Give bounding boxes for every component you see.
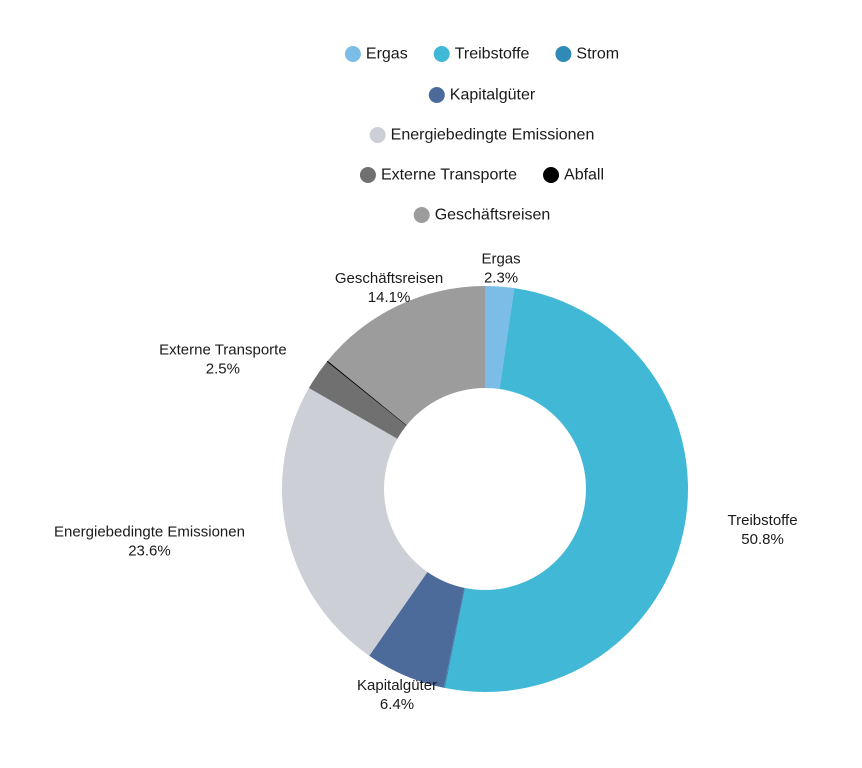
data-label-kapitalgueter-name: Kapitalgüter [357, 677, 437, 694]
legend-label-treibstoffe: Treibstoffe [455, 46, 530, 63]
slice-kapitalgueter [369, 571, 465, 688]
legend-swatch-ergas [344, 46, 361, 62]
legend: Ergas Treibstoffe Strom Kapitalgüter Energie… [344, 46, 619, 224]
data-label-treibstoffe-value: 50.8% [741, 531, 784, 548]
data-label-ergas: Ergas 2.3% [481, 251, 520, 287]
legend-swatch-geschaeftsreisen [413, 207, 430, 223]
data-label-externe-transporte-value: 2.5% [206, 360, 240, 377]
data-label-externe-transporte: Externe Transporte 2.5% [159, 341, 287, 377]
data-label-kapitalgueter-value: 6.4% [380, 696, 414, 713]
legend-label-geschaeftsreisen: Geschäftsreisen [435, 207, 551, 224]
data-label-ergas-name: Ergas [481, 251, 520, 268]
data-label-externe-transporte-name: Externe Transporte [159, 341, 287, 358]
slice-treibstoffe [445, 288, 689, 692]
data-label-energiebedingte-emissionen: Energiebedingte Emissionen 23.6% [54, 524, 245, 560]
legend-swatch-treibstoffe [433, 46, 450, 62]
slice-externe-transporte [308, 361, 407, 439]
data-label-ergas-value: 2.3% [484, 270, 518, 287]
legend-swatch-strom [555, 46, 572, 62]
data-label-treibstoffe-name: Treibstoffe [728, 512, 798, 529]
legend-label-strom: Strom [576, 46, 619, 63]
data-label-energiebedingte-emissionen-value: 23.6% [128, 543, 171, 560]
legend-label-externe-transporte: Externe Transporte [381, 167, 517, 184]
legend-swatch-kapitalgueter [428, 87, 445, 103]
legend-swatch-energiebedingte-emissionen [369, 127, 386, 143]
slice-geschaeftsreisen [327, 286, 485, 426]
legend-label-ergas: Ergas [366, 46, 408, 63]
legend-swatch-externe-transporte [359, 167, 376, 183]
legend-swatch-abfall [543, 167, 560, 183]
data-label-treibstoffe: Treibstoffe 50.8% [728, 512, 798, 548]
slice-energiebedingte-emissionen [282, 388, 428, 656]
chart-slices [282, 286, 689, 692]
slice-strom [443, 587, 466, 689]
data-label-kapitalgueter: Kapitalgüter 6.4% [357, 677, 437, 713]
legend-label-kapitalgueter: Kapitalgüter [450, 87, 536, 104]
chart-labels: Ergas 2.3% Treibstoffe 50.8% Kapitalgüter 6.4… [54, 251, 798, 713]
slice-abfall [326, 360, 407, 426]
legend-label-abfall: Abfall [564, 167, 604, 184]
data-label-geschaeftsreisen: Geschäftsreisen 14.1% [335, 270, 443, 306]
data-label-geschaeftsreisen-value: 14.1% [368, 289, 411, 306]
data-label-energiebedingte-emissionen-name: Energiebedingte Emissionen [54, 524, 245, 541]
slice-ergas [485, 286, 515, 390]
legend-label-energiebedingte-emissionen: Energiebedingte Emissionen [391, 127, 595, 144]
data-label-geschaeftsreisen-name: Geschäftsreisen [335, 270, 443, 287]
